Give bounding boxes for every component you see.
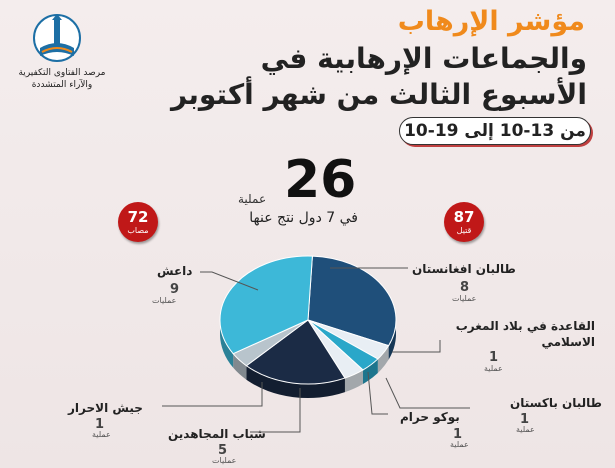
- countries-text: في 7 دول نتج عنها: [249, 210, 358, 226]
- leader-line-shabab: [250, 388, 301, 433]
- unit-jaish-al-ahrar: عملية: [92, 430, 111, 439]
- value-jaish-al-ahrar: 1: [95, 417, 105, 432]
- pie-slice-side-2: [362, 358, 378, 384]
- value-shabab: 5: [218, 443, 228, 458]
- leader-line-boko-haram: [367, 371, 388, 415]
- pie-slice-side-3: [344, 369, 363, 393]
- pie-slice-4: [245, 319, 346, 385]
- killed-count: 87: [453, 208, 475, 226]
- killed-label: قتيل: [456, 226, 472, 235]
- total-operations-count: 26: [284, 150, 357, 210]
- institution-name-line2: والآراء المتشددة: [31, 80, 93, 90]
- value-taliban-afghanistan: 8: [460, 280, 470, 295]
- value-boko-haram: 1: [453, 427, 463, 442]
- unit-aqim: عملية: [484, 364, 503, 373]
- value-aqim: 1: [489, 350, 499, 365]
- label-daesh: داعش: [157, 264, 193, 278]
- pie-slice-side-1: [377, 345, 389, 373]
- leader-line-daesh: [200, 271, 259, 291]
- unit-taliban-pakistan: عملية: [516, 425, 535, 434]
- pie-slice-6: [219, 255, 313, 355]
- date-range-text: من 13-10 إلى 19-10: [404, 121, 586, 141]
- injured-badge: 72 مصاب: [118, 202, 158, 242]
- value-daesh: 9: [170, 282, 180, 297]
- pie-slice-side-5: [233, 353, 247, 380]
- killed-badge: 87 قتيل: [444, 202, 484, 242]
- unit-shabab: عمليات: [212, 456, 237, 465]
- label-shabab: شباب المجاهدين: [168, 427, 266, 441]
- leader-line-jaish: [162, 382, 263, 407]
- value-taliban-pakistan: 1: [520, 412, 530, 427]
- date-range-badge: من 13-10 إلى 19-10: [399, 117, 591, 145]
- leader-lines: [162, 267, 470, 433]
- operations-label: عملية: [238, 192, 267, 206]
- unit-daesh: عمليات: [152, 296, 177, 305]
- unit-taliban-afghanistan: عمليات: [452, 294, 477, 303]
- unit-boko-haram: عملية: [450, 440, 469, 449]
- label-jaish-al-ahrar: جيش الاحرار: [68, 401, 143, 415]
- injured-count: 72: [127, 208, 149, 226]
- leader-line-aqim: [392, 340, 441, 353]
- label-boko-haram: بوكو حرام: [400, 410, 460, 424]
- leader-line-taliban-pakistan: [385, 377, 470, 409]
- page-title: مؤشر الإرهاب: [397, 6, 585, 37]
- institution-logo-icon: [33, 14, 81, 62]
- page-subtitle-line1: والجماعات الإرهابية في: [260, 42, 587, 75]
- label-taliban-afghanistan: طالبان افغانستان: [412, 262, 516, 276]
- pie-slice-0: [307, 255, 397, 347]
- label-taliban-pakistan: طالبان باكستان: [510, 396, 602, 410]
- label-aqim: القاعدة في بلاد المغرب الاسلامي: [455, 319, 595, 349]
- pie-slice-side-4: [246, 365, 345, 398]
- institution-name-line1: مرصد الفتاوى التكفيرية: [18, 68, 106, 78]
- pie-slices-layer: [219, 255, 397, 385]
- page-subtitle-line2: الأسبوع الثالث من شهر أكتوبر: [170, 78, 587, 111]
- injured-label: مصاب: [127, 226, 149, 235]
